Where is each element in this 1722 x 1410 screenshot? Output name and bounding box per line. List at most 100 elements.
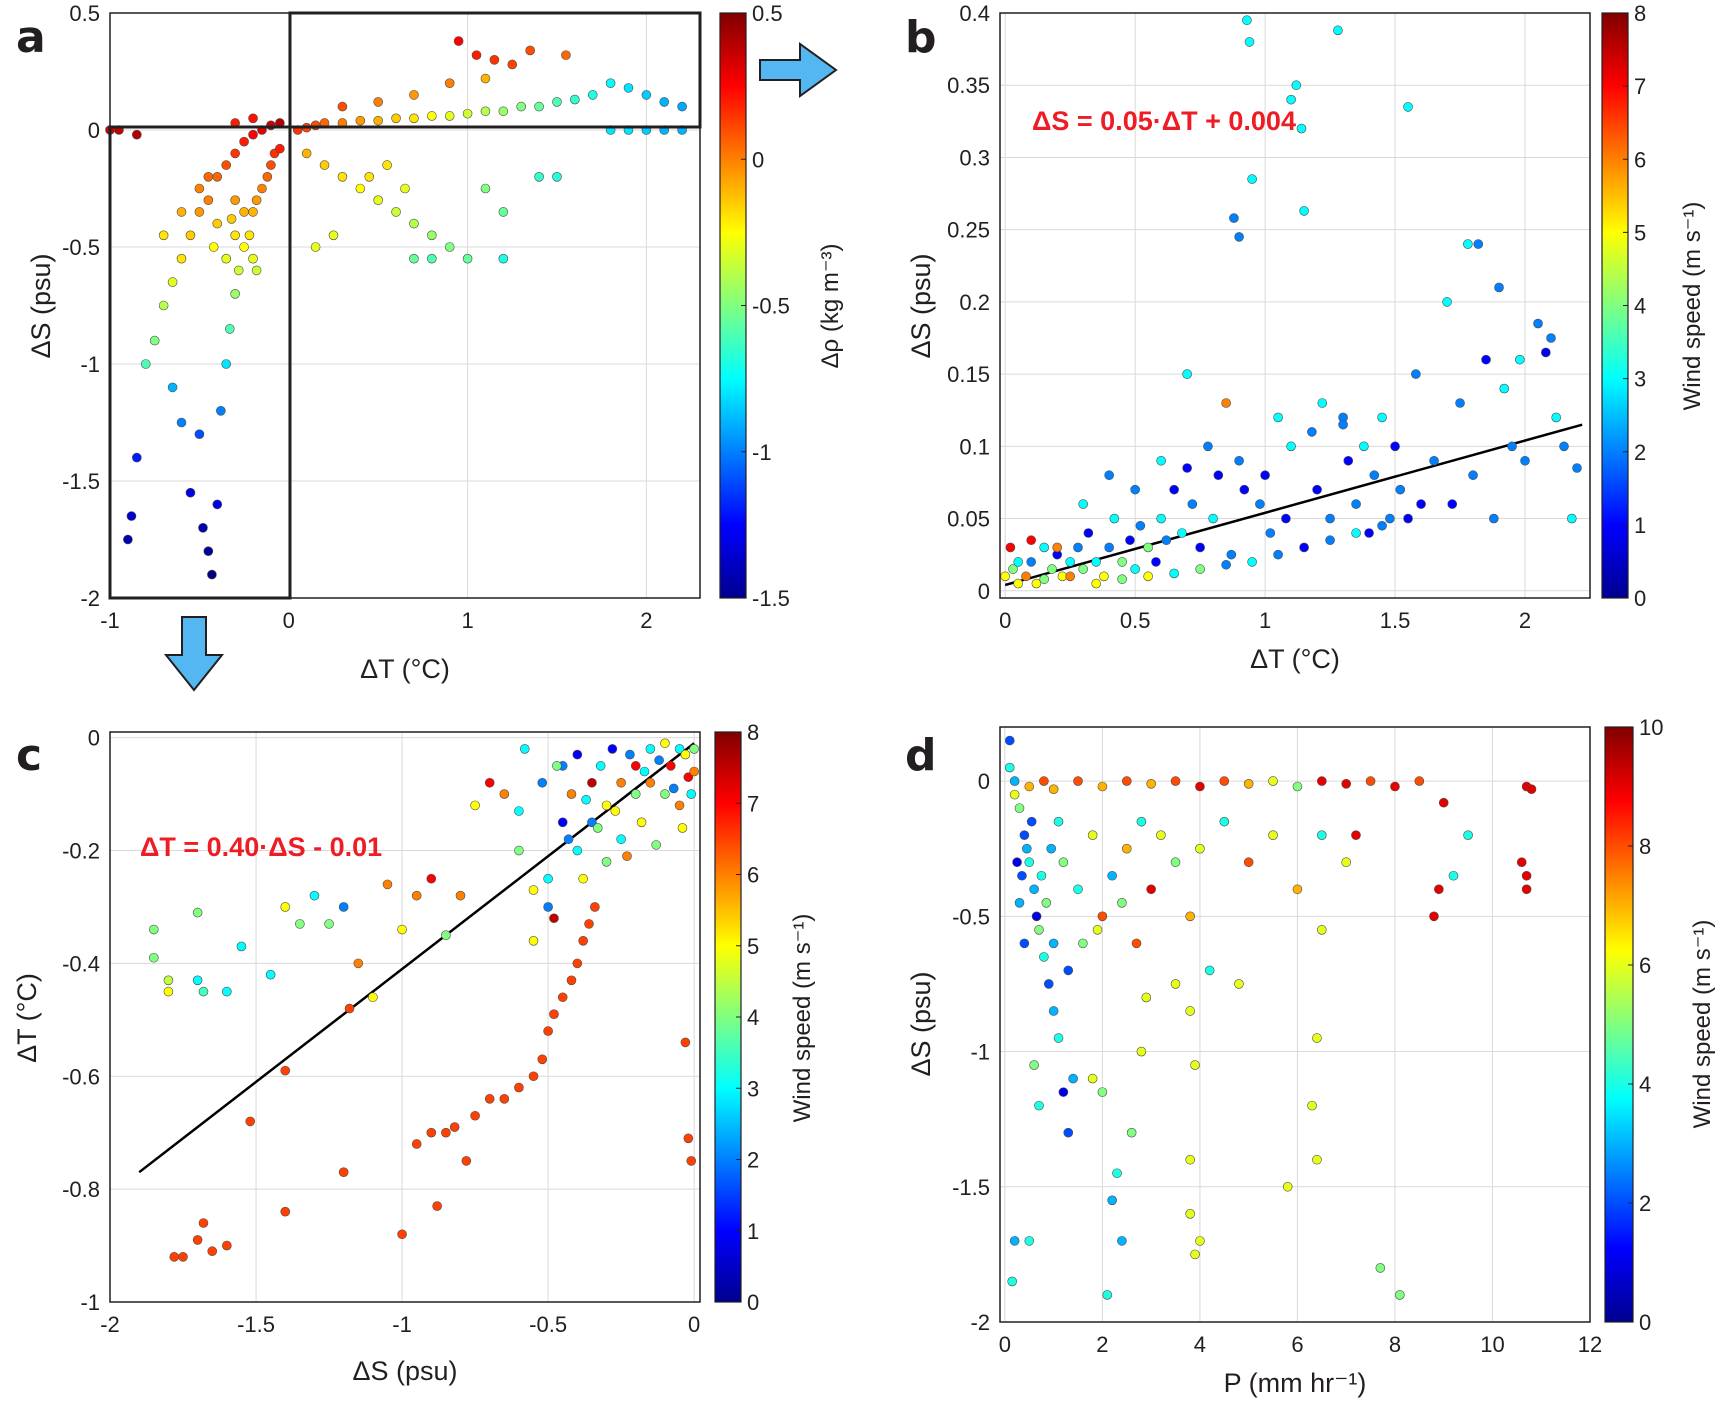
data-point <box>1463 239 1473 249</box>
data-point <box>1017 870 1027 881</box>
data-point <box>625 749 635 760</box>
data-point <box>275 143 285 154</box>
data-point <box>1029 1060 1039 1070</box>
data-point <box>1031 578 1042 589</box>
data-point <box>444 242 455 252</box>
x-tick-label: -1 <box>100 608 120 633</box>
panel-d: d 0 2 4 6 8 10 12 0 -0.5 -1 -1.5 -2 P (mm hr⁻¹) ΔS … <box>905 715 1716 1398</box>
data-point <box>1351 499 1361 509</box>
x-tick-label: -0.5 <box>529 1312 567 1337</box>
data-point <box>1024 781 1035 792</box>
data-point <box>1325 535 1335 546</box>
data-point <box>601 857 612 867</box>
data-point <box>1403 102 1413 112</box>
data-point <box>262 172 273 182</box>
data-point <box>1156 830 1166 840</box>
data-point <box>1296 123 1307 134</box>
data-point <box>1463 830 1473 840</box>
data-point <box>198 1218 209 1228</box>
data-point <box>280 1206 291 1217</box>
data-point <box>221 160 232 170</box>
data-point <box>566 789 577 799</box>
data-point <box>194 183 205 194</box>
data-point <box>1083 528 1094 538</box>
data-point <box>1515 354 1525 365</box>
ylabel-d: ΔS (psu) <box>906 971 936 1076</box>
x-tick-label: 6 <box>1291 1332 1303 1357</box>
data-point <box>1004 735 1015 746</box>
data-point <box>1026 557 1036 567</box>
data-point <box>1286 94 1296 105</box>
data-point <box>1048 938 1059 949</box>
colorbar-tick-label: 1 <box>747 1219 759 1244</box>
x-tick-label: 0.5 <box>1120 608 1151 633</box>
data-point <box>1104 470 1114 481</box>
data-point <box>480 106 491 117</box>
data-point <box>248 207 258 217</box>
data-point <box>1551 412 1562 423</box>
data-point <box>1121 776 1132 786</box>
data-point <box>226 214 237 224</box>
data-point <box>1195 843 1205 854</box>
colorbar-tick-label: 7 <box>747 791 759 816</box>
data-point <box>484 1094 495 1104</box>
data-point <box>222 986 232 997</box>
data-point <box>1013 557 1023 567</box>
box-positive-quadrant <box>288 11 702 129</box>
data-point <box>1411 369 1421 379</box>
data-point <box>1021 571 1031 582</box>
data-point <box>1177 528 1187 538</box>
data-point <box>353 958 364 969</box>
data-point <box>1048 784 1059 795</box>
data-point <box>1195 542 1205 553</box>
x-tick-label: 8 <box>1389 1332 1401 1357</box>
data-point <box>176 207 187 217</box>
data-point <box>484 777 495 788</box>
data-point <box>1104 542 1114 553</box>
data-point <box>1039 776 1049 786</box>
data-point <box>230 148 240 159</box>
colorbar-tick-label: 0 <box>1634 586 1646 611</box>
data-point <box>1390 781 1400 792</box>
equation-b: ΔS = 0.05·ΔT + 0.004 <box>1032 106 1296 136</box>
data-point <box>1053 816 1064 827</box>
x-tick-label: 4 <box>1194 1332 1206 1357</box>
data-point <box>391 207 401 217</box>
x-tick-label: -2 <box>100 1312 120 1337</box>
xlabel-a: ΔT (°C) <box>360 654 450 684</box>
y-tick-label: -0.6 <box>62 1064 100 1089</box>
data-point <box>212 499 223 510</box>
data-point <box>1026 816 1037 827</box>
data-point <box>198 522 208 533</box>
data-point <box>1359 441 1369 452</box>
data-point <box>557 992 568 1003</box>
data-point <box>239 242 249 252</box>
data-point <box>1073 776 1083 786</box>
data-point <box>1026 535 1036 546</box>
data-point <box>1146 778 1156 789</box>
data-point <box>251 195 262 205</box>
data-point <box>1282 1181 1293 1192</box>
data-point <box>216 405 226 416</box>
data-point <box>1091 578 1101 589</box>
data-point <box>1221 559 1231 570</box>
data-point <box>1073 542 1083 553</box>
data-point <box>1281 513 1291 524</box>
data-point <box>507 59 518 70</box>
data-point <box>1117 897 1127 908</box>
data-point <box>636 817 647 828</box>
data-point <box>167 382 178 393</box>
data-point <box>470 1110 480 1121</box>
data-point <box>1195 1236 1205 1246</box>
colorbar-tick-label: -1 <box>752 440 772 465</box>
x-tick-label: 2 <box>1096 1332 1108 1357</box>
panel-c: c -2 -1.5 -1 -0.5 0 0 -0.2 -0.4 -0.6 -0.8 -1 ΔT = … <box>12 720 816 1386</box>
data-point <box>462 108 473 119</box>
panel-letter-a: a <box>16 12 46 63</box>
data-point <box>1377 520 1387 531</box>
y-tick-label: 0 <box>88 726 100 751</box>
colorbar-tick-label: 4 <box>747 1005 759 1030</box>
data-point <box>426 873 437 884</box>
data-point <box>630 761 641 771</box>
data-point <box>1395 1290 1405 1300</box>
